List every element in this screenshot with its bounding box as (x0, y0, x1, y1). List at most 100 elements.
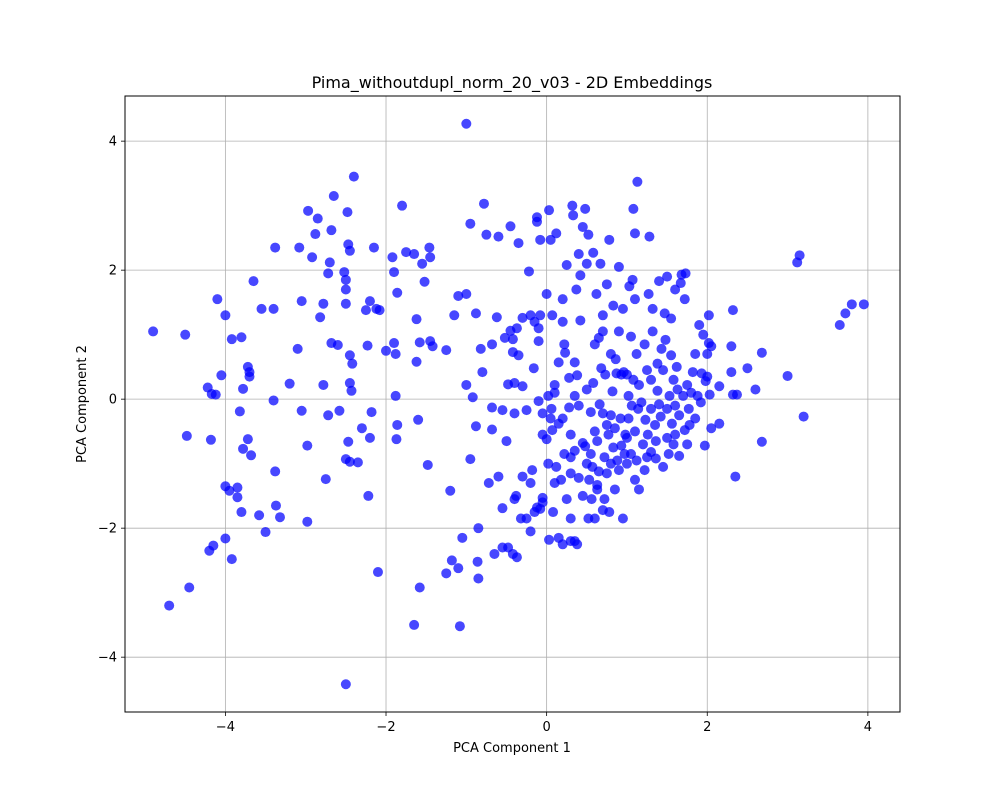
data-point (422, 459, 433, 470)
data-point (597, 408, 608, 419)
data-point (561, 259, 572, 270)
grid (125, 96, 900, 712)
data-point (541, 289, 552, 300)
data-point (487, 424, 498, 435)
data-point (521, 405, 532, 416)
data-point (666, 418, 677, 429)
data-point (238, 443, 249, 454)
data-point (392, 287, 403, 298)
data-point (477, 367, 488, 378)
data-point (236, 332, 247, 343)
data-point (507, 334, 518, 345)
data-point (340, 274, 351, 285)
data-point (674, 450, 685, 461)
data-point (731, 389, 742, 400)
data-point (656, 343, 667, 354)
data-point (580, 441, 591, 452)
data-point (569, 357, 580, 368)
data-point (445, 485, 456, 496)
x-tick-label: 2 (703, 720, 711, 735)
data-point (268, 303, 279, 314)
data-point (588, 378, 599, 389)
data-point (547, 310, 558, 321)
data-point (573, 400, 584, 411)
data-point (294, 242, 305, 253)
data-point (680, 268, 691, 279)
data-point (414, 337, 425, 348)
data-point (364, 432, 375, 443)
data-point (509, 408, 520, 419)
data-point (284, 378, 295, 389)
data-point (551, 461, 562, 472)
data-point (493, 231, 504, 242)
data-point (682, 379, 693, 390)
data-point (513, 350, 524, 361)
data-point (604, 507, 615, 518)
data-point (517, 471, 528, 482)
data-point (497, 503, 508, 514)
data-point (616, 440, 627, 451)
x-tick-label: −4 (216, 720, 235, 735)
data-point (509, 378, 520, 389)
data-point (613, 261, 624, 272)
data-point (612, 455, 623, 466)
data-point (226, 334, 237, 345)
data-point (613, 465, 624, 476)
data-point (670, 429, 681, 440)
data-point (674, 410, 685, 421)
y-axis-ticks: −4 −2 0 2 4 (98, 135, 125, 666)
data-point (511, 490, 522, 501)
data-point (238, 383, 249, 394)
data-point (390, 390, 401, 401)
data-point (580, 203, 591, 214)
data-point (381, 345, 392, 356)
data-point (730, 471, 741, 482)
data-point (699, 440, 710, 451)
data-point (234, 406, 245, 417)
data-point (658, 365, 669, 376)
data-point (623, 413, 634, 424)
data-point (584, 474, 595, 485)
data-point (499, 332, 510, 343)
data-point (654, 399, 665, 410)
data-point (675, 278, 686, 289)
data-point (525, 478, 536, 489)
data-point (594, 399, 605, 410)
data-point (220, 533, 231, 544)
data-point (658, 461, 669, 472)
data-point (631, 455, 642, 466)
data-point (419, 276, 430, 287)
data-point (846, 299, 857, 310)
data-point (441, 345, 452, 356)
data-point (441, 568, 452, 579)
data-point (312, 213, 323, 224)
data-point (461, 379, 472, 390)
data-point (565, 429, 576, 440)
data-point (180, 329, 191, 340)
data-point (794, 250, 805, 261)
data-point (232, 482, 243, 493)
data-point (181, 430, 192, 441)
data-point (220, 310, 231, 321)
data-point (698, 329, 709, 340)
data-point (210, 389, 221, 400)
data-point (858, 299, 869, 310)
data-point (633, 379, 644, 390)
data-point (639, 339, 650, 350)
data-point (652, 358, 663, 369)
data-point (374, 305, 385, 316)
data-point (568, 210, 579, 221)
data-point (617, 303, 628, 314)
data-point (601, 419, 612, 430)
data-point (549, 379, 560, 390)
data-point (318, 298, 329, 309)
data-point (411, 314, 422, 325)
data-point (660, 334, 671, 345)
data-point (226, 554, 237, 565)
data-points (148, 118, 869, 690)
data-point (589, 513, 600, 524)
data-point (364, 296, 375, 307)
data-point (475, 343, 486, 354)
data-point (655, 411, 666, 422)
